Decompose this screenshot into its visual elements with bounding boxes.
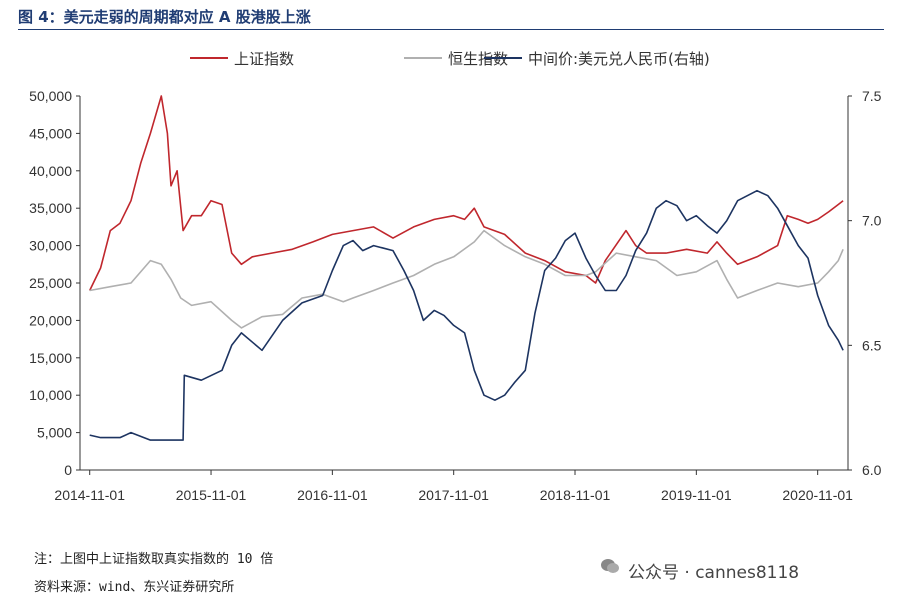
x-tick-label: 2018-11-01 <box>540 487 611 503</box>
figure-title: 图 4：美元走弱的周期都对应 A 股港股上涨 <box>18 8 311 26</box>
left-tick-label: 50,000 <box>29 88 72 104</box>
x-tick-label: 2020-11-01 <box>782 487 853 503</box>
tick-labels: 0 5,000 10,000 15,000 20,000 25,000 30,000 35,0… <box>29 88 882 503</box>
axes <box>76 95 852 475</box>
left-tick-label: 5,000 <box>37 425 72 441</box>
x-tick-label: 2014-11-01 <box>54 487 125 503</box>
series-line-1 <box>88 95 844 291</box>
watermark-text: 公众号 · cannes8118 <box>628 563 800 583</box>
left-tick-label: 40,000 <box>29 163 72 179</box>
legend-label-2: 恒生指数 <box>448 50 508 68</box>
x-tick-label: 2016-11-01 <box>297 487 368 503</box>
left-tick-label: 20,000 <box>29 312 72 328</box>
left-tick-label: 25,000 <box>29 275 72 291</box>
left-tick-label: 35,000 <box>29 200 72 216</box>
left-tick-label: 45,000 <box>29 125 72 141</box>
title-rule <box>18 29 884 30</box>
right-tick-label: 7.5 <box>862 88 882 104</box>
legend: 上证指数 恒生指数 中间价:美元兑人民币(右轴) <box>190 50 710 68</box>
left-tick-label: 30,000 <box>29 238 72 254</box>
right-tick-label: 6.5 <box>862 337 882 353</box>
left-tick-label: 0 <box>64 462 72 478</box>
x-tick-label: 2017-11-01 <box>418 487 489 503</box>
wechat-icon <box>601 559 619 573</box>
series-line-2 <box>89 229 844 329</box>
right-tick-label: 6.0 <box>862 462 882 478</box>
series-lines <box>88 95 844 441</box>
legend-label-1: 上证指数 <box>234 50 294 68</box>
x-tick-label: 2015-11-01 <box>176 487 247 503</box>
footnote: 注：上图中上证指数取真实指数的 10 倍 <box>34 552 274 567</box>
source-note: 资料来源：wind、东兴证券研究所 <box>34 580 235 595</box>
left-tick-label: 10,000 <box>29 387 72 403</box>
series-line-3 <box>89 189 844 441</box>
legend-label-3: 中间价:美元兑人民币(右轴) <box>528 50 710 68</box>
x-tick-label: 2019-11-01 <box>661 487 732 503</box>
left-tick-label: 15,000 <box>29 350 72 366</box>
right-tick-label: 7.0 <box>862 213 882 229</box>
